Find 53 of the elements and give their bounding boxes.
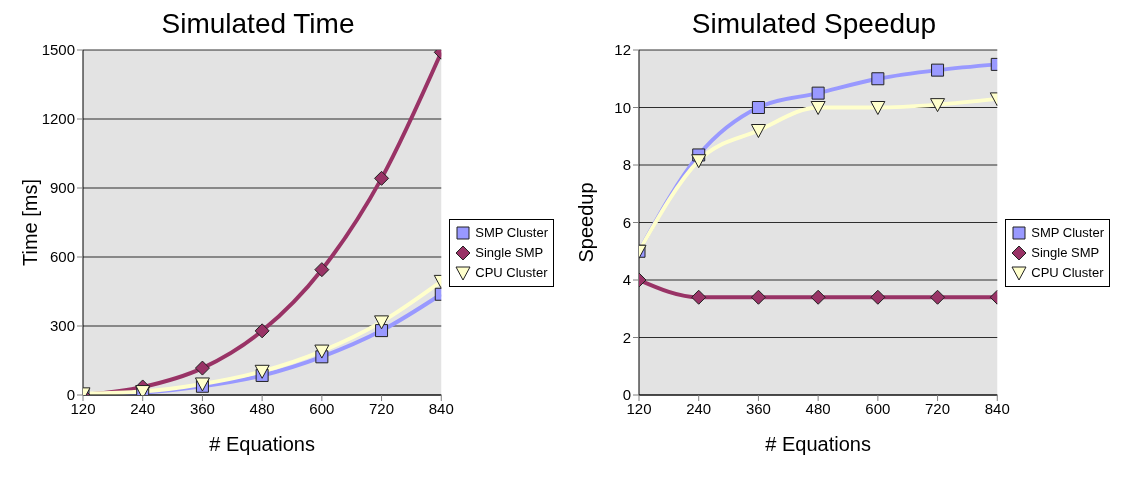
point xyxy=(314,344,330,359)
legend-label: SMP Cluster xyxy=(475,225,548,240)
y-tick-label: 1200 xyxy=(41,110,75,128)
x-tick-label: 480 xyxy=(805,399,831,417)
x-axis-title: # Equations xyxy=(765,433,871,456)
x-tick-label: 480 xyxy=(249,399,275,417)
x-tick-label: 840 xyxy=(984,399,1010,417)
legend-label: SMP Cluster xyxy=(1031,225,1104,240)
x-tick-label: 840 xyxy=(428,399,454,417)
x-tick-label: 360 xyxy=(745,399,771,417)
legend-label: Single SMP xyxy=(475,245,544,260)
x-tick-label: 240 xyxy=(686,399,712,417)
legend-label: CPU Cluster xyxy=(475,265,548,280)
y-tick-label: 8 xyxy=(622,156,631,174)
x-tick-label: 720 xyxy=(925,399,951,417)
point xyxy=(374,170,390,186)
chart-title: Simulated Time xyxy=(160,8,356,40)
y-tick-label: 2 xyxy=(622,328,631,346)
legend-label: CPU Cluster xyxy=(1031,265,1104,280)
x-tick-label: 360 xyxy=(189,399,215,417)
point xyxy=(254,364,270,379)
x-tick-label: 600 xyxy=(865,399,891,417)
point xyxy=(254,323,270,339)
x-tick-label: 600 xyxy=(309,399,335,417)
point xyxy=(691,154,707,169)
chart-title: Simulated Speedup xyxy=(690,8,938,40)
point xyxy=(750,124,766,138)
point xyxy=(870,289,886,305)
y-tick-label: 1500 xyxy=(41,41,75,59)
legend-label: Single SMP xyxy=(1031,245,1100,260)
y-tick-label: 300 xyxy=(49,317,75,335)
y-tick-label: 4 xyxy=(622,271,631,289)
point xyxy=(810,289,826,305)
point xyxy=(194,360,210,376)
y-axis-title: Speedup xyxy=(575,182,598,263)
point xyxy=(751,101,765,114)
y-axis-title: Time [ms] xyxy=(19,178,42,267)
point xyxy=(870,101,886,115)
point xyxy=(810,101,826,115)
y-tick-label: 10 xyxy=(614,98,631,116)
y-tick-label: 6 xyxy=(622,213,631,231)
y-tick-label: 900 xyxy=(49,179,75,197)
x-axis-title: # Equations xyxy=(209,433,315,456)
y-tick-label: 600 xyxy=(49,248,75,266)
point xyxy=(750,289,766,305)
point xyxy=(811,86,825,100)
x-tick-label: 720 xyxy=(369,399,395,417)
x-tick-label: 240 xyxy=(130,399,156,417)
point xyxy=(871,72,885,86)
point xyxy=(691,289,707,305)
point xyxy=(374,315,390,330)
point xyxy=(314,262,330,278)
y-tick-label: 12 xyxy=(614,41,631,59)
